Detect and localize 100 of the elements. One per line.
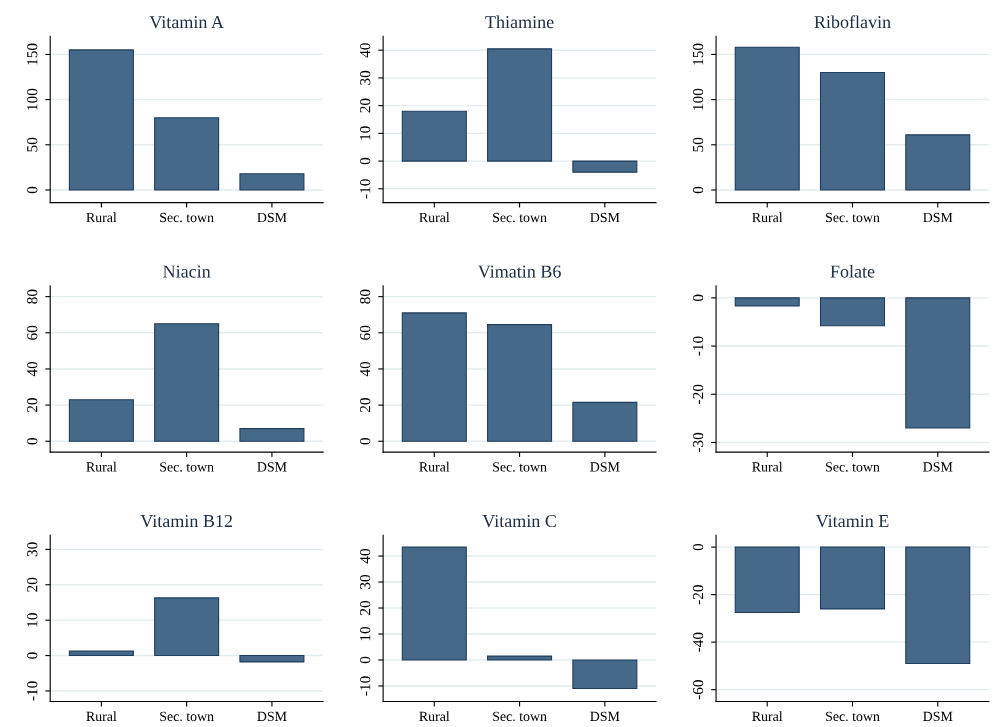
y-tick-label: 40 [359,548,371,564]
x-tick-label: Sec. town [826,212,880,223]
bar [487,655,553,661]
bar [239,428,305,442]
chart-title: Vitamin C [482,514,556,528]
x-tick-label: Rural [419,711,450,722]
y-tick-label: 80 [359,289,371,304]
y-tick-label: 80 [27,289,38,304]
y-tick-label: -40 [692,632,704,652]
x-tick-label: Rural [86,212,117,223]
y-tick-label: 10 [359,126,371,140]
x-tick-label: Rural [86,711,117,722]
y-tick-label: 30 [359,70,371,85]
y-tick-label: 20 [359,600,371,615]
y-tick-label: 20 [359,98,371,113]
bar [154,597,220,657]
y-tick-label: 0 [359,438,371,445]
chart-title: Vitamin E [815,514,889,528]
x-tick-label: DSM [257,462,287,472]
x-tick-label: DSM [923,212,953,223]
bar [239,173,305,191]
chart-title: Vitamin B12 [140,514,232,528]
bar [154,323,220,442]
x-tick-label: Rural [419,212,450,223]
y-tick-label: 150 [692,43,704,65]
x-tick-label: Sec. town [493,462,547,472]
y-tick-label: 60 [27,325,38,340]
chart-title: Vitamin A [149,16,224,29]
bar [68,399,134,442]
bar [734,46,800,191]
bar [239,655,305,663]
bar [487,324,553,442]
y-tick-label: 30 [27,542,38,557]
x-tick-label: DSM [590,711,620,722]
y-tick-label: 0 [359,656,371,664]
x-tick-label: DSM [923,711,953,722]
bar [819,71,886,191]
y-tick-label: -20 [692,585,704,605]
bar [905,134,971,191]
y-tick-label: 0 [692,186,704,194]
y-tick-label: 0 [27,438,38,445]
bar [154,117,220,191]
bar [572,659,638,690]
x-tick-label: Rural [86,461,117,472]
y-tick-label: -10 [359,676,371,696]
y-tick-label: 20 [359,398,371,413]
y-tick-label: -20 [692,384,704,404]
y-tick-label: 150 [27,43,38,65]
x-tick-label: Sec. town [493,212,547,223]
y-tick-label: 30 [359,574,371,589]
x-tick-label: DSM [590,212,620,223]
y-tick-label: 100 [27,88,38,110]
y-tick-label: 20 [27,577,38,592]
y-tick-label: -10 [359,179,371,199]
y-tick-label: -10 [27,681,38,701]
y-tick-label: 100 [692,88,704,110]
x-tick-label: DSM [923,462,953,472]
chart-title: Riboflavin [814,15,891,29]
x-tick-label: Sec. town [826,711,880,722]
x-tick-label: Sec. town [160,212,214,223]
x-tick-label: Sec. town [493,711,547,722]
chart-title: Vimatin B6 [477,265,561,278]
x-tick-label: DSM [257,212,287,223]
bar [401,312,467,442]
y-tick-label: 0 [27,186,38,194]
y-tick-label: 40 [359,43,371,58]
bar [401,110,467,162]
y-tick-label: 50 [692,137,704,152]
chart-title: Folate [830,264,875,278]
y-tick-label: 0 [692,543,704,551]
x-tick-label: DSM [257,711,287,722]
x-tick-label: Rural [752,461,783,472]
bar [68,49,134,191]
y-tick-label: 20 [27,398,38,413]
y-tick-label: 60 [359,325,371,340]
bar [572,401,638,442]
y-tick-label: 0 [27,652,38,659]
x-tick-label: Rural [752,212,783,223]
bar [68,650,134,657]
x-tick-label: Sec. town [160,711,214,722]
y-tick-label: 40 [359,361,371,377]
x-tick-label: Rural [752,711,783,722]
chart-title: Thiamine [485,15,554,29]
y-tick-label: 40 [27,361,38,377]
bar [572,160,638,173]
x-tick-label: Rural [419,461,450,472]
y-tick-label: -60 [692,680,704,700]
y-tick-label: -10 [692,336,704,356]
bar [487,48,553,162]
bar [401,546,467,661]
y-tick-label: 0 [359,157,371,165]
y-tick-label: 10 [27,613,38,627]
y-tick-label: -30 [692,432,704,453]
x-tick-label: Sec. town [826,462,880,472]
x-tick-label: Sec. town [160,462,214,472]
y-tick-label: 0 [692,294,704,302]
y-tick-label: 50 [27,137,38,152]
y-tick-label: 10 [359,626,371,641]
x-tick-label: DSM [590,462,620,472]
chart-title: Niacin [163,265,211,278]
